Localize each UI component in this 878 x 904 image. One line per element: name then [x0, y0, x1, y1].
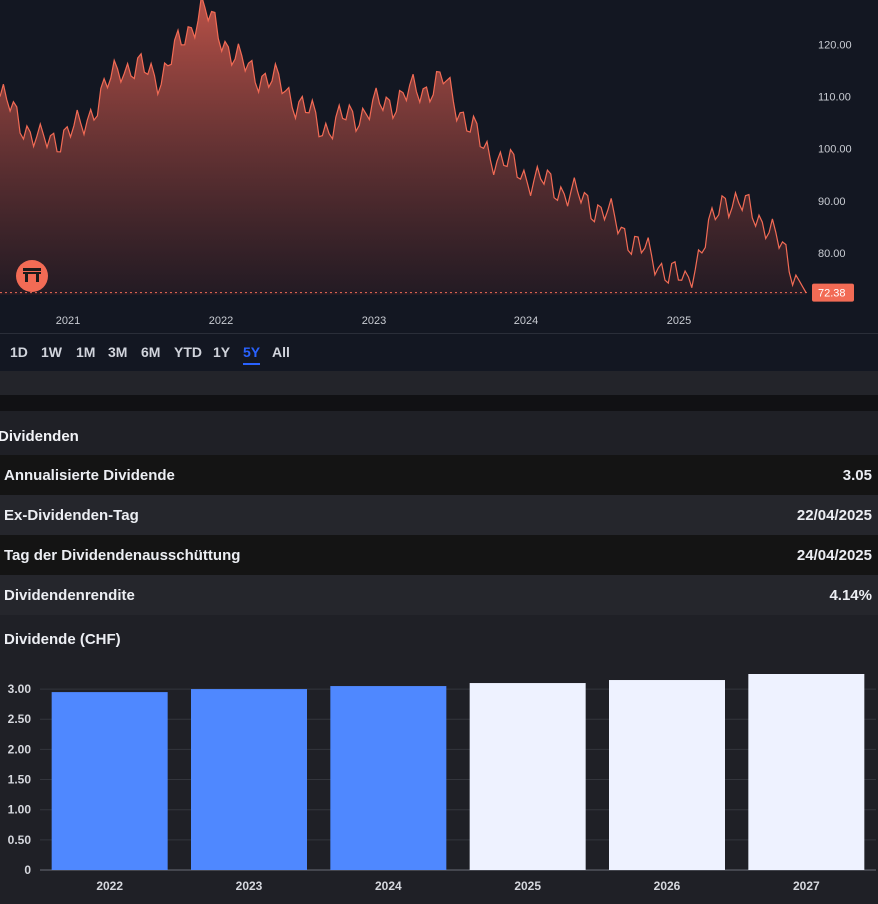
dividend-bar-2025[interactable]	[469, 683, 586, 870]
x-tick-label: 2021	[56, 315, 80, 327]
dividend-row-payment-date: Tag der Dividendenausschüttung 24/04/202…	[0, 535, 878, 575]
range-button-1d[interactable]: 1D	[10, 344, 28, 360]
range-button-6m[interactable]: 6M	[141, 344, 161, 360]
dividend-row-ex-date: Ex-Dividenden-Tag 22/04/2025	[0, 495, 878, 535]
y-tick-label: 1.00	[8, 803, 32, 817]
dividend-bar-2024[interactable]	[330, 686, 447, 870]
x-tick-label: 2026	[654, 879, 681, 893]
row-label: Dividendenrendite	[4, 586, 135, 604]
dividend-bar-2026[interactable]	[609, 680, 725, 870]
range-button-5y[interactable]: 5Y	[243, 344, 261, 365]
row-value: 4.14%	[829, 586, 872, 604]
y-tick-label: 0	[24, 863, 31, 877]
x-tick-label: 2023	[362, 315, 386, 327]
price-area	[0, 0, 806, 295]
row-label: Ex-Dividenden-Tag	[4, 506, 139, 524]
range-button-all[interactable]: All	[272, 344, 290, 360]
y-tick-label: 1.50	[8, 773, 32, 787]
section-divider	[0, 395, 878, 411]
bank-logo-icon[interactable]	[16, 260, 48, 292]
x-tick-label: 2023	[236, 879, 263, 893]
time-range-selector: 1D 1W 1M 3M 6M YTD 1Y 5Y All	[0, 333, 878, 371]
y-tick-label: 110.00	[818, 92, 851, 104]
dividends-section-title: Dividenden	[0, 428, 79, 445]
y-tick-label: 0.50	[8, 833, 32, 847]
range-button-ytd[interactable]: YTD	[174, 344, 202, 360]
dividend-bar-2023[interactable]	[191, 689, 307, 870]
row-value: 24/04/2025	[796, 546, 872, 564]
row-value: 22/04/2025	[796, 506, 872, 524]
last-price-badge: 72.38	[812, 283, 854, 302]
dividend-bar-2022[interactable]	[51, 692, 168, 870]
y-tick-label: 100.00	[818, 144, 852, 156]
last-price-label: 72.38	[818, 288, 846, 300]
dividend-bar-2027[interactable]	[748, 674, 865, 870]
x-tick-label: 2022	[209, 315, 233, 327]
range-button-3m[interactable]: 3M	[108, 344, 128, 360]
x-tick-label: 2024	[375, 879, 402, 893]
dividend-bar-chart: 0 0.50 1.00 1.50 2.00 2.50 3.00 2022 2023 2024 20…	[8, 674, 876, 893]
row-label: Tag der Dividendenausschüttung	[4, 546, 241, 564]
x-tick-label: 2027	[793, 879, 820, 893]
x-tick-label: 2024	[514, 315, 538, 327]
dividend-row-yield: Dividendenrendite 4.14%	[0, 575, 878, 615]
range-button-1y[interactable]: 1Y	[213, 344, 231, 360]
x-tick-label: 2025	[667, 315, 691, 327]
y-tick-label: 90.00	[818, 196, 846, 208]
y-tick-label: 2.50	[8, 712, 32, 726]
range-button-1w[interactable]: 1W	[41, 344, 62, 360]
range-button-1m[interactable]: 1M	[76, 344, 96, 360]
y-tick-label: 2.00	[8, 742, 32, 756]
dividend-row-annualized: Annualisierte Dividende 3.05	[0, 455, 878, 495]
dividend-chart-title: Dividende (CHF)	[4, 631, 121, 648]
section-spacer	[0, 371, 878, 395]
x-tick-label: 2025	[514, 879, 541, 893]
x-tick-label: 2022	[96, 879, 123, 893]
y-tick-label: 120.00	[818, 39, 852, 51]
price-chart[interactable]: 120.00 110.00 100.00 90.00 80.00 2021 2022 202…	[0, 0, 878, 333]
y-tick-label: 80.00	[818, 248, 846, 260]
row-label: Annualisierte Dividende	[4, 466, 175, 484]
price-line	[0, 0, 807, 293]
y-tick-label: 3.00	[8, 682, 32, 696]
row-value: 3.05	[842, 466, 872, 484]
